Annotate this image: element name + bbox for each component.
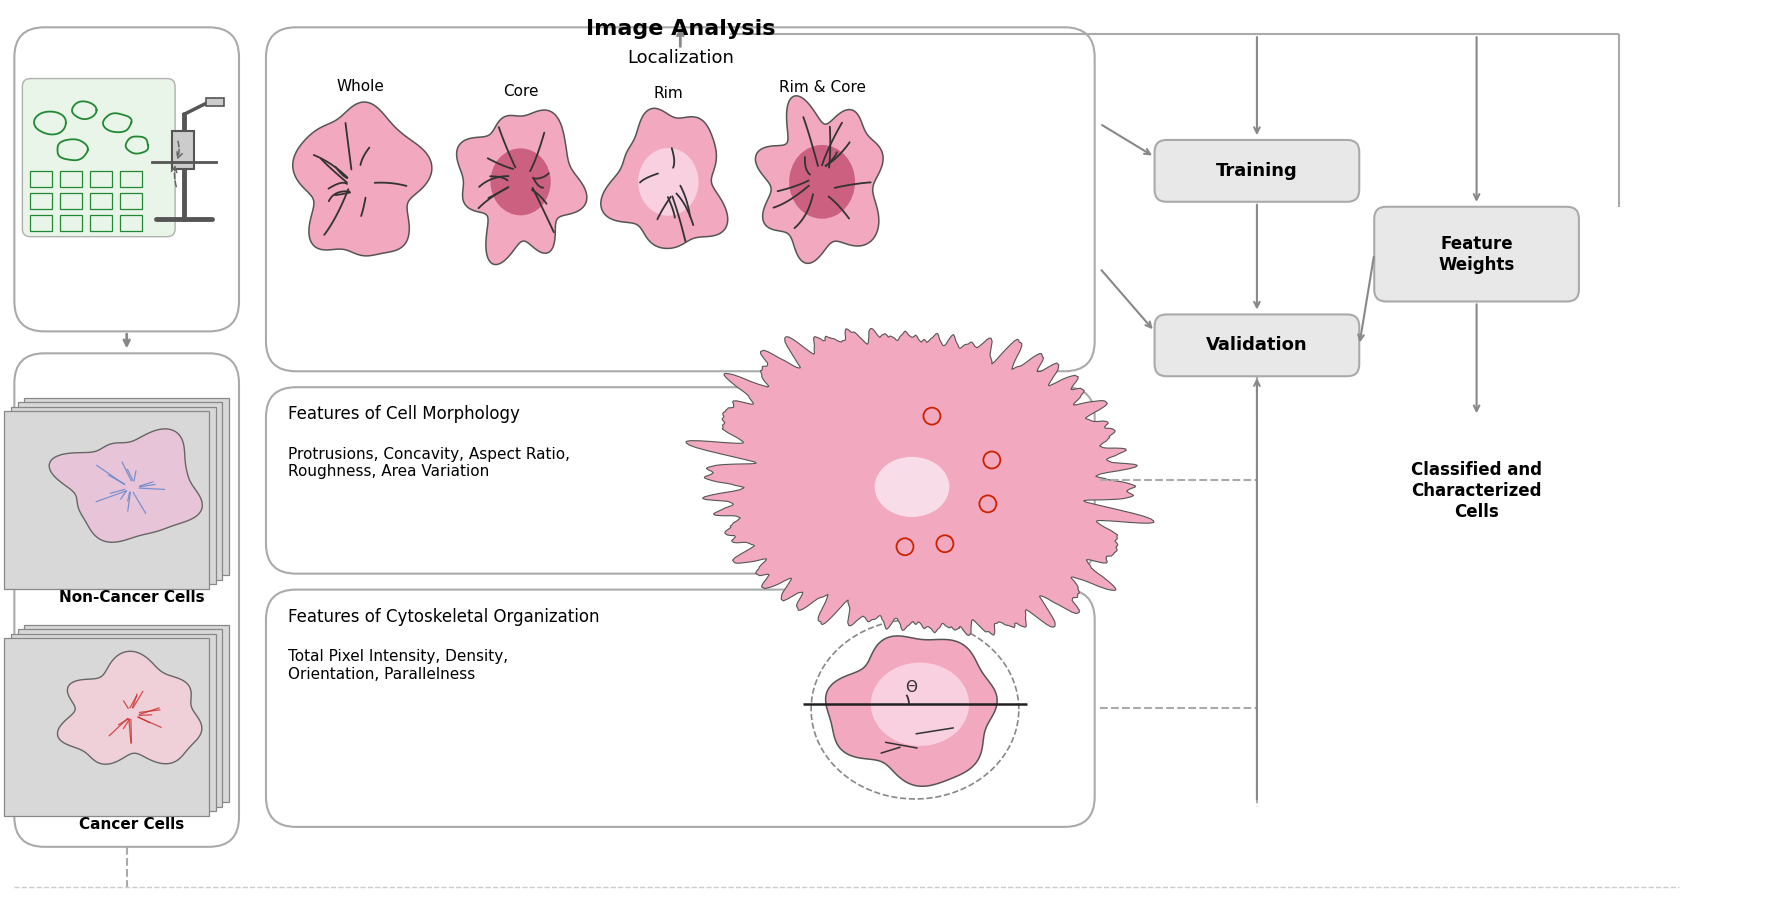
- Ellipse shape: [871, 662, 970, 746]
- Text: Classified and
Characterized
Cells: Classified and Characterized Cells: [1411, 461, 1543, 520]
- Bar: [11, 634, 216, 812]
- Bar: [60, 214, 82, 231]
- FancyBboxPatch shape: [14, 354, 239, 846]
- Text: Non-Cancer Cells: Non-Cancer Cells: [59, 590, 204, 605]
- FancyBboxPatch shape: [266, 27, 1094, 371]
- Bar: [172, 131, 193, 169]
- Polygon shape: [826, 636, 996, 786]
- Ellipse shape: [789, 145, 855, 219]
- Text: Features of Cytoskeletal Organization: Features of Cytoskeletal Organization: [287, 607, 599, 626]
- Bar: [30, 192, 53, 209]
- Polygon shape: [755, 96, 883, 264]
- Bar: [90, 214, 112, 231]
- FancyBboxPatch shape: [266, 387, 1094, 573]
- Bar: [11, 407, 216, 584]
- Text: Protrusions, Concavity, Aspect Ratio,
Roughness, Area Variation: Protrusions, Concavity, Aspect Ratio, Ro…: [287, 447, 569, 479]
- FancyBboxPatch shape: [14, 27, 239, 332]
- Bar: [90, 171, 112, 187]
- Text: Features of Cell Morphology: Features of Cell Morphology: [287, 405, 519, 423]
- Text: Total Pixel Intensity, Density,
Orientation, Parallelness: Total Pixel Intensity, Density, Orientat…: [287, 649, 509, 682]
- Text: Training: Training: [1216, 162, 1298, 180]
- Polygon shape: [457, 110, 587, 265]
- Ellipse shape: [874, 457, 949, 517]
- Text: Image Analysis: Image Analysis: [585, 19, 775, 39]
- Bar: [60, 192, 82, 209]
- Polygon shape: [50, 429, 202, 542]
- FancyBboxPatch shape: [1154, 140, 1360, 202]
- Bar: [121, 192, 142, 209]
- Text: Rim & Core: Rim & Core: [778, 80, 865, 95]
- Bar: [18, 629, 222, 807]
- Bar: [18, 402, 222, 580]
- Bar: [30, 171, 53, 187]
- FancyBboxPatch shape: [266, 590, 1094, 827]
- Polygon shape: [293, 102, 433, 256]
- Text: Core: Core: [504, 84, 539, 99]
- Text: Rim: Rim: [654, 86, 683, 101]
- Text: Cancer Cells: Cancer Cells: [80, 817, 184, 833]
- Bar: [121, 214, 142, 231]
- Bar: [121, 171, 142, 187]
- Text: Whole: Whole: [337, 79, 385, 94]
- Bar: [206, 98, 223, 106]
- Bar: [25, 625, 229, 802]
- FancyBboxPatch shape: [1374, 207, 1580, 301]
- Text: Θ: Θ: [904, 681, 917, 695]
- Bar: [60, 171, 82, 187]
- Text: Feature
Weights: Feature Weights: [1438, 234, 1514, 274]
- Polygon shape: [686, 329, 1154, 636]
- Bar: [25, 398, 229, 575]
- Text: Localization: Localization: [628, 49, 734, 67]
- Bar: [4, 411, 209, 589]
- Text: Validation: Validation: [1206, 336, 1308, 354]
- Bar: [90, 192, 112, 209]
- Ellipse shape: [491, 148, 551, 215]
- Polygon shape: [57, 651, 202, 764]
- Bar: [4, 638, 209, 816]
- Bar: [30, 214, 53, 231]
- Ellipse shape: [638, 148, 699, 216]
- Polygon shape: [601, 108, 727, 248]
- FancyBboxPatch shape: [1154, 314, 1360, 376]
- FancyBboxPatch shape: [23, 79, 176, 236]
